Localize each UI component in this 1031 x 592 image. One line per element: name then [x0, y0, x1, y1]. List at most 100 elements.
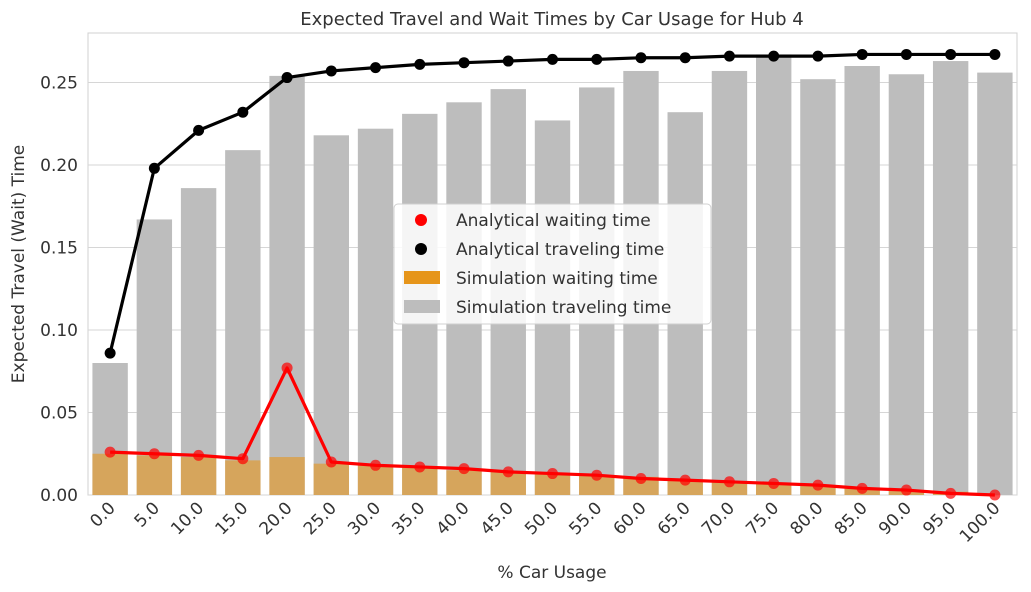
- bar-simulation-traveling: [977, 72, 1013, 495]
- x-tick-label: 100.0: [956, 498, 1005, 547]
- bar-simulation-waiting: [711, 481, 748, 495]
- y-tick-label: 0.10: [40, 321, 78, 341]
- analytical-waiting-point: [989, 489, 1001, 501]
- bar-simulation-traveling: [755, 54, 792, 495]
- analytical-waiting-point: [812, 479, 824, 491]
- x-tick-label: 35.0: [388, 498, 429, 539]
- analytical-traveling-point: [281, 72, 293, 84]
- analytical-waiting-point: [325, 456, 337, 468]
- y-tick-label: 0.05: [40, 404, 78, 424]
- x-tick-label: 50.0: [521, 498, 562, 539]
- legend-swatch-simulation-traveling: [404, 300, 440, 313]
- bar-simulation-waiting: [269, 457, 305, 495]
- x-tick-label: 5.0: [131, 498, 164, 531]
- x-tick-label: 45.0: [477, 498, 518, 539]
- x-tick-label: 0.0: [86, 498, 119, 531]
- analytical-traveling-point: [945, 48, 957, 60]
- bar-simulation-waiting: [623, 476, 659, 495]
- bar-simulation-waiting: [534, 473, 571, 495]
- bar-simulation-waiting: [667, 480, 703, 495]
- x-tick-label: 90.0: [875, 498, 916, 539]
- analytical-lines: [104, 48, 1001, 501]
- bar-simulation-waiting: [180, 457, 217, 495]
- analytical-traveling-point: [458, 57, 470, 69]
- x-tick-label: 20.0: [256, 498, 297, 539]
- analytical-traveling-point: [900, 48, 912, 60]
- bar-simulation-traveling: [313, 135, 350, 496]
- legend-label-simulation-waiting: Simulation waiting time: [456, 269, 658, 289]
- legend-label-analytical-traveling: Analytical traveling time: [456, 240, 664, 260]
- analytical-waiting-point: [591, 469, 603, 481]
- x-tick-label: 75.0: [742, 498, 783, 539]
- bar-simulation-waiting: [313, 463, 350, 495]
- legend-swatch-analytical-traveling: [415, 243, 427, 255]
- analytical-waiting-point: [547, 468, 558, 480]
- chart-title: Expected Travel and Wait Times by Car Us…: [300, 9, 803, 30]
- analytical-waiting-point: [945, 487, 957, 499]
- analytical-traveling-point: [414, 58, 426, 70]
- bar-simulation-traveling: [888, 74, 925, 495]
- analytical-traveling-point: [768, 50, 780, 62]
- analytical-traveling-point: [812, 50, 824, 62]
- x-axis-title: % Car Usage: [497, 563, 606, 583]
- y-tick-label: 0.15: [40, 239, 78, 259]
- x-tick-label: 55.0: [565, 498, 606, 539]
- analytical-waiting-point: [723, 476, 735, 488]
- x-tick-label: 65.0: [654, 498, 695, 539]
- analytical-waiting-point: [148, 448, 160, 460]
- bar-simulation-traveling: [932, 61, 969, 496]
- analytical-traveling-point: [723, 50, 735, 62]
- analytical-traveling-point: [237, 106, 249, 118]
- analytical-waiting-point: [193, 449, 205, 461]
- bar-simulation-traveling: [711, 70, 748, 495]
- x-tick-label: 85.0: [831, 498, 872, 539]
- bar-simulation-traveling: [225, 150, 261, 495]
- x-tick-label: 10.0: [167, 498, 208, 539]
- x-tick-label: 40.0: [433, 498, 474, 539]
- analytical-traveling-point: [148, 162, 160, 174]
- legend-swatch-analytical-waiting: [415, 214, 427, 226]
- bar-simulation-waiting: [490, 471, 526, 495]
- legend-frame: [393, 203, 712, 325]
- analytical-waiting-point: [768, 477, 780, 489]
- analytical-traveling-point: [193, 124, 205, 136]
- x-tick-label: 70.0: [698, 498, 739, 539]
- analytical-traveling-point: [104, 347, 116, 359]
- bar-simulation-waiting: [136, 455, 173, 495]
- x-tick-label: 25.0: [300, 498, 341, 539]
- analytical-waiting-point: [502, 466, 514, 478]
- bar-simulation-waiting: [755, 483, 792, 495]
- legend-label-analytical-waiting: Analytical waiting time: [456, 211, 651, 231]
- analytical-waiting-point: [104, 446, 116, 458]
- analytical-waiting-point: [414, 461, 426, 473]
- bar-simulation-traveling: [180, 188, 217, 495]
- bar-simulation-waiting: [579, 475, 615, 495]
- analytical-traveling-point: [502, 55, 514, 67]
- y-axis-ticks: 0.00 0.05 0.10 0.15 0.20 0.25: [40, 74, 78, 507]
- bar-simulation-waiting: [446, 470, 482, 495]
- analytical-waiting-point: [458, 463, 470, 475]
- analytical-traveling-point: [856, 48, 868, 60]
- analytical-waiting-point: [900, 484, 912, 496]
- analytical-traveling-point: [370, 62, 382, 74]
- x-tick-label: 80.0: [787, 498, 828, 539]
- analytical-waiting-point: [679, 474, 691, 486]
- bar-simulation-traveling: [844, 66, 880, 495]
- analytical-waiting-point: [856, 482, 868, 494]
- y-axis-title: Expected Travel (Wait) Time: [9, 145, 29, 383]
- analytical-waiting-point: [370, 459, 382, 471]
- bar-simulation-traveling: [357, 128, 394, 495]
- x-tick-label: 15.0: [211, 498, 252, 539]
- analytical-traveling-point: [325, 65, 337, 77]
- y-tick-label: 0.00: [40, 486, 78, 506]
- analytical-traveling-point: [679, 52, 691, 64]
- analytical-traveling-point: [635, 52, 647, 64]
- legend-label-simulation-traveling: Simulation traveling time: [456, 298, 671, 318]
- analytical-waiting-point: [281, 362, 293, 374]
- bar-simulation-traveling: [269, 75, 305, 496]
- x-tick-label: 60.0: [610, 498, 651, 539]
- legend-swatch-simulation-waiting: [404, 271, 440, 284]
- bar-simulation-waiting: [225, 460, 261, 495]
- y-tick-label: 0.20: [40, 156, 78, 176]
